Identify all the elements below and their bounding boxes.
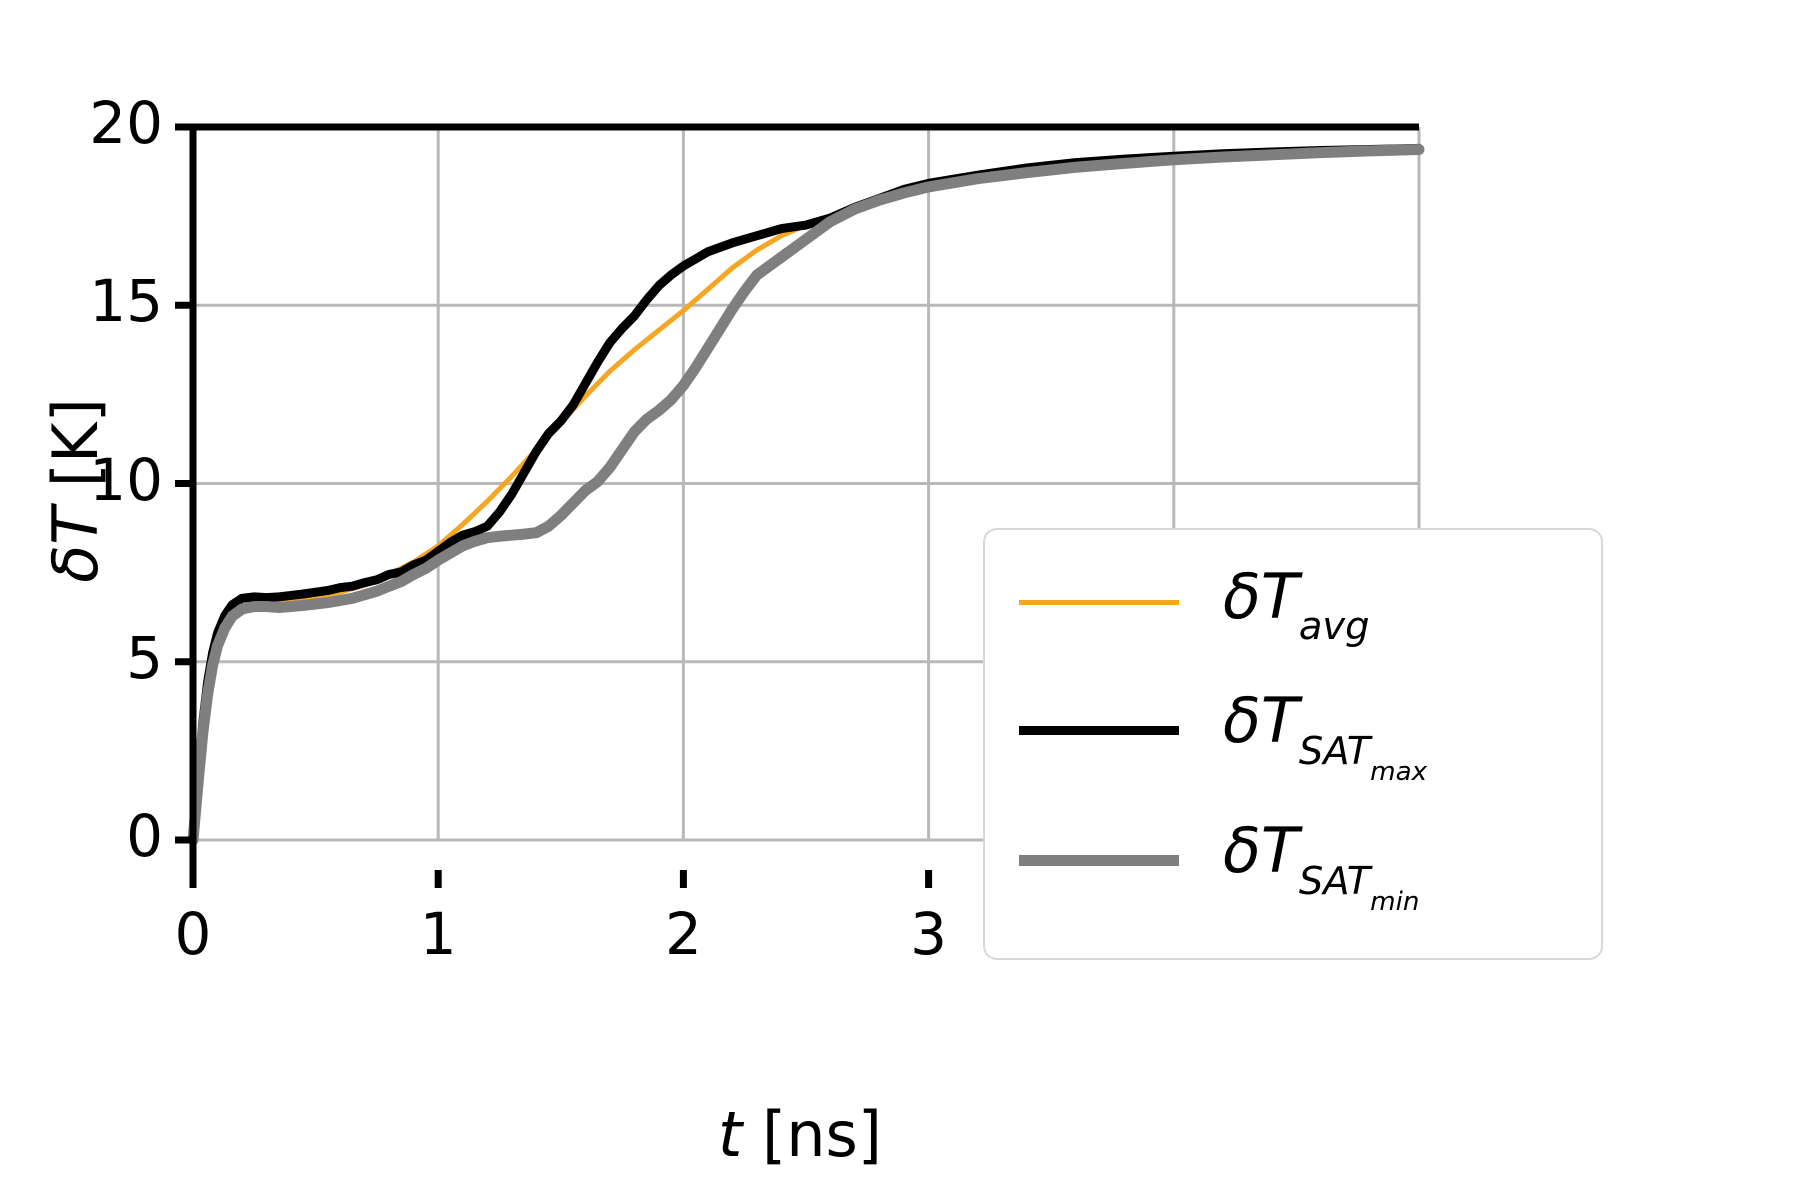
y-tick-label: 5 [126, 623, 163, 692]
x-tick-label: 3 [910, 900, 948, 968]
x-tick-label: 0 [174, 900, 212, 968]
legend-label-1: δTSATmax [1223, 684, 1428, 787]
legend-swatch-2 [1019, 854, 1179, 866]
y-tick-label: 20 [89, 89, 163, 157]
chart-legend: δTavg δTSATmax δTSATmin [983, 528, 1603, 960]
legend-item-0[interactable]: δTavg [1019, 559, 1370, 650]
x-axis-label: t [ns] [718, 1098, 882, 1171]
legend-swatch-0 [1019, 599, 1179, 605]
series-line-2 [187, 143, 1425, 846]
y-tick-label: 0 [126, 802, 163, 870]
legend-item-2[interactable]: δTSATmin [1019, 820, 1419, 915]
legend-item-1[interactable]: δTSATmax [1019, 690, 1427, 785]
x-tick-label: 1 [419, 900, 457, 968]
legend-swatch-1 [1019, 725, 1179, 735]
y-tick-label: 15 [89, 267, 163, 336]
legend-label-2: δTSATmin [1223, 814, 1420, 917]
y-tick-label: 10 [89, 445, 163, 514]
x-tick-label: 2 [664, 900, 702, 968]
legend-label-0: δTavg [1223, 559, 1370, 650]
